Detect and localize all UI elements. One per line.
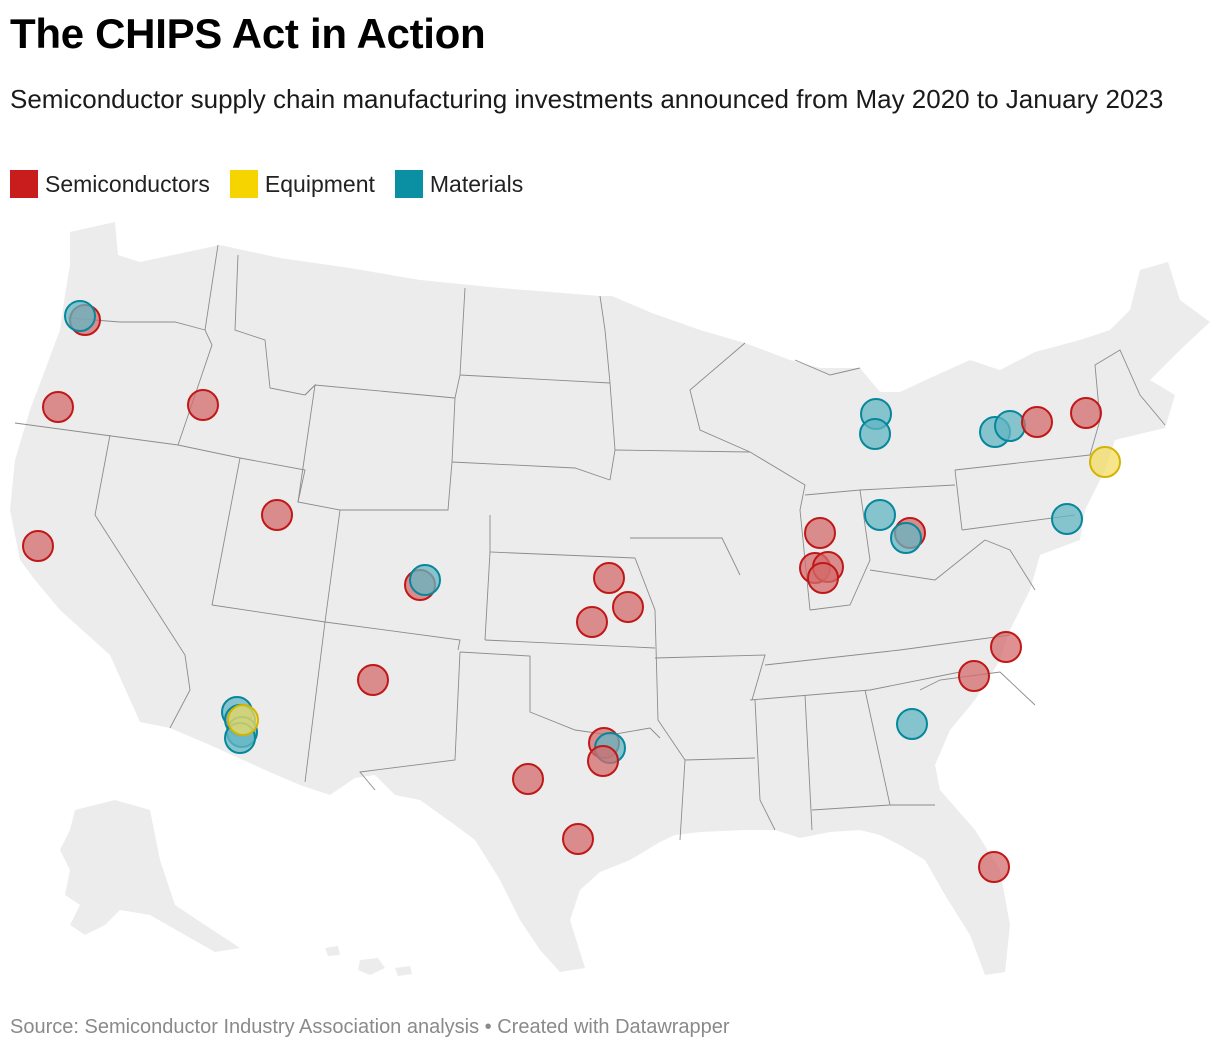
marker-equipment-35[interactable] <box>1089 446 1121 478</box>
border-mi-oh-in <box>859 484 956 491</box>
border-mn-wi <box>689 342 751 453</box>
border-tn-south <box>749 671 961 701</box>
border-va-wv <box>984 539 1036 591</box>
land-layer <box>10 222 1210 976</box>
border-al-ga <box>804 694 813 831</box>
border-ms-al <box>754 699 776 831</box>
marker-semiconductors-4[interactable] <box>22 530 54 562</box>
marker-semiconductors-21[interactable] <box>562 823 594 855</box>
state-borders <box>14 244 1166 841</box>
border-ok-tx <box>459 651 661 739</box>
legend-item-materials: Materials <box>394 170 524 198</box>
marker-materials-36[interactable] <box>1051 503 1083 535</box>
border-ks-mo <box>634 557 686 841</box>
alaska-shape <box>60 800 240 952</box>
border-co-ks <box>484 551 491 641</box>
chart-subtitle: Semiconductor supply chain manufacturing… <box>10 84 1164 114</box>
marker-semiconductors-16[interactable] <box>576 606 608 638</box>
border-ia-mo <box>630 537 741 576</box>
hawaii-island-3 <box>325 946 340 956</box>
source-note: Source: Semiconductor Industry Associati… <box>10 1016 730 1038</box>
border-tn-ky <box>764 634 1011 666</box>
border-sd-ne <box>451 461 611 481</box>
border-az-ut <box>211 604 326 623</box>
border-mn-ia <box>614 449 751 453</box>
border-ca-nv <box>94 434 191 729</box>
border-nm-tx <box>359 651 461 791</box>
marker-semiconductors-25[interactable] <box>807 562 839 594</box>
border-mt-wy <box>304 384 456 399</box>
legend-swatch-semiconductors <box>10 170 38 198</box>
border-ar-la <box>684 757 756 761</box>
investment-markers <box>22 300 1121 883</box>
border-ky-oh-wv <box>869 539 986 581</box>
border-dakotas-mn <box>599 295 616 481</box>
marker-semiconductors-15[interactable] <box>612 591 644 623</box>
marker-semiconductors-8[interactable] <box>357 664 389 696</box>
border-nd-sd <box>459 374 611 384</box>
us-map <box>10 222 1210 976</box>
border-pa-ny <box>954 454 1091 471</box>
marker-materials-1[interactable] <box>64 300 96 332</box>
legend-swatch-materials <box>394 170 423 198</box>
legend-label-materials: Materials <box>429 170 524 197</box>
border-ny-new-england <box>1089 349 1166 456</box>
marker-semiconductors-34[interactable] <box>1070 397 1102 429</box>
marker-semiconductors-19[interactable] <box>587 745 619 777</box>
legend-item-equipment: Equipment <box>229 170 375 198</box>
marker-materials-7[interactable] <box>409 564 441 596</box>
border-or-ca <box>14 422 179 446</box>
border-wy-sd-ne <box>340 397 456 511</box>
marker-semiconductors-5[interactable] <box>261 499 293 531</box>
legend-swatch-equipment <box>229 170 258 198</box>
border-michigan-upper <box>794 359 861 376</box>
marker-materials-30[interactable] <box>890 522 922 554</box>
marker-materials-32[interactable] <box>994 410 1026 442</box>
border-ks-ok <box>484 639 656 649</box>
marker-materials-27[interactable] <box>859 418 891 450</box>
map-container <box>0 215 1220 1005</box>
legend: Semiconductors Equipment Materials <box>10 170 523 198</box>
border-co-nm-tx <box>324 621 461 651</box>
border-mo-ar <box>654 654 766 701</box>
marker-semiconductors-37[interactable] <box>990 631 1022 663</box>
marker-semiconductors-2[interactable] <box>42 391 74 423</box>
marker-semiconductors-38[interactable] <box>958 660 990 692</box>
chart-title: The CHIPS Act in Action <box>10 10 486 57</box>
border-oh-pa <box>954 469 963 531</box>
legend-item-semiconductors: Semiconductors <box>10 170 210 198</box>
marker-semiconductors-3[interactable] <box>187 389 219 421</box>
marker-materials-39[interactable] <box>896 708 928 740</box>
border-ga-sc <box>864 689 891 806</box>
marker-equipment-13[interactable] <box>227 704 259 736</box>
legend-label-semiconductors: Semiconductors <box>45 170 210 197</box>
border-ut-co-nm <box>239 457 341 783</box>
hawaii-island-1 <box>358 958 385 975</box>
legend-label-equipment: Equipment <box>264 170 375 197</box>
border-il-in <box>804 489 871 611</box>
contiguous-us-shape <box>10 222 1210 975</box>
marker-semiconductors-20[interactable] <box>512 763 544 795</box>
marker-semiconductors-33[interactable] <box>1021 406 1053 438</box>
marker-semiconductors-40[interactable] <box>978 851 1010 883</box>
hawaii-island-2 <box>395 966 412 976</box>
marker-materials-28[interactable] <box>864 499 896 531</box>
marker-semiconductors-14[interactable] <box>593 562 625 594</box>
marker-semiconductors-22[interactable] <box>804 517 836 549</box>
